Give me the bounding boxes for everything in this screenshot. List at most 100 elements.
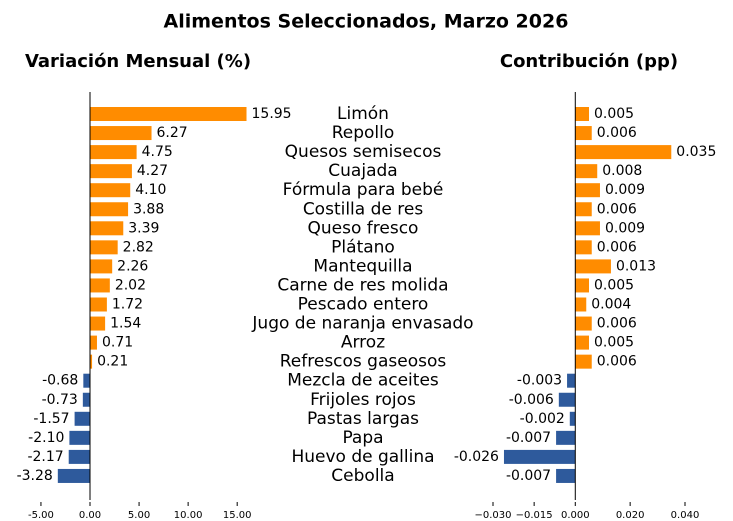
bar (90, 335, 97, 350)
bar (90, 316, 106, 331)
bar (556, 430, 576, 445)
value-label: 6.27 (157, 125, 188, 141)
value-label: 1.72 (112, 297, 143, 313)
bar (82, 392, 91, 407)
category-label: Pastas largas (307, 409, 419, 429)
category-label: Cebolla (331, 466, 394, 486)
x-tick-label: 0.000 (561, 510, 590, 521)
bar (569, 411, 576, 426)
value-label: -0.003 (517, 373, 562, 389)
bar (90, 183, 131, 198)
x-tick-label: 0.020 (616, 510, 645, 521)
bar (575, 259, 611, 274)
value-label: 0.71 (102, 335, 133, 351)
bar (575, 354, 592, 369)
value-label: 0.21 (97, 354, 128, 370)
value-label: -0.007 (506, 468, 551, 484)
value-label: 0.005 (594, 106, 634, 122)
x-tick-label: 0.040 (671, 510, 700, 521)
category-label: Repollo (332, 123, 395, 143)
x-tick-label: 0.00 (79, 510, 101, 521)
category-label: Refrescos gaseosos (280, 352, 447, 372)
bar (90, 107, 247, 121)
x-tick-label: 15.00 (223, 510, 252, 521)
value-label: 2.82 (123, 239, 154, 255)
value-label: 0.008 (602, 163, 642, 179)
value-label: -0.006 (509, 392, 554, 408)
bar (575, 183, 600, 198)
value-label: 3.88 (133, 201, 164, 217)
value-label: 0.006 (597, 354, 637, 370)
bar (69, 430, 91, 445)
value-label: 0.009 (605, 182, 645, 198)
value-label: -0.002 (520, 411, 565, 427)
category-label: Mezcla de aceites (287, 371, 439, 391)
value-label: 2.26 (117, 258, 148, 274)
bar (68, 449, 91, 464)
category-label: Quesos semisecos (285, 142, 442, 162)
bar (83, 373, 91, 388)
x-tick-label: 5.00 (128, 510, 150, 521)
panel-title: Contribución (pp) (500, 51, 678, 72)
value-label: 15.95 (252, 106, 292, 122)
value-label: 0.005 (594, 277, 634, 293)
value-label: 0.006 (597, 201, 637, 217)
bar (575, 202, 592, 217)
bar (57, 468, 91, 483)
bar (90, 221, 124, 236)
bar (575, 297, 587, 312)
value-label: 1.54 (110, 316, 141, 332)
bar (575, 240, 592, 255)
value-label: 0.006 (597, 316, 637, 332)
category-label: Queso fresco (308, 218, 419, 238)
category-label: Limón (337, 104, 389, 124)
chart-title: Alimentos Seleccionados, Marzo 2026 (164, 11, 569, 33)
value-label: -1.57 (33, 411, 69, 427)
bar (575, 164, 598, 179)
bar (90, 240, 118, 255)
bar (575, 126, 592, 141)
bar (556, 468, 576, 483)
category-label: Costilla de res (303, 199, 424, 219)
bar (90, 145, 137, 160)
category-label: Jugo de naranja envasado (251, 314, 473, 334)
value-label: -2.17 (27, 449, 63, 465)
bar (558, 392, 576, 407)
value-label: 0.013 (616, 258, 656, 274)
value-label: 2.02 (115, 277, 146, 293)
value-label: 0.035 (676, 144, 716, 160)
bar (90, 126, 152, 141)
category-label: Pescado entero (298, 295, 429, 315)
panel-title: Variación Mensual (%) (25, 51, 251, 72)
bar (90, 278, 110, 293)
category-label: Plátano (331, 237, 395, 257)
value-label: 4.10 (135, 182, 166, 198)
bar (90, 297, 107, 312)
value-label: 0.005 (594, 335, 634, 351)
category-label: Arroz (341, 333, 385, 353)
value-label: 0.006 (597, 239, 637, 255)
bar (90, 354, 93, 369)
category-label: Fórmula para bebé (283, 180, 444, 200)
value-label: -3.28 (17, 468, 53, 484)
value-label: 0.009 (605, 220, 645, 236)
bar (567, 373, 576, 388)
category-label: Mantequilla (313, 256, 412, 276)
value-label: -0.007 (506, 430, 551, 446)
value-label: 3.39 (128, 220, 159, 236)
bar (74, 411, 91, 426)
value-label: 0.004 (591, 297, 631, 313)
category-label: Cuajada (328, 161, 397, 181)
value-label: 4.27 (137, 163, 168, 179)
x-tick-label: −0.015 (516, 510, 553, 521)
x-tick-label: -5.00 (28, 510, 54, 521)
bar (90, 202, 129, 217)
x-tick-label: 10.00 (174, 510, 203, 521)
bar (575, 335, 589, 350)
value-label: -0.68 (42, 373, 78, 389)
bar (90, 164, 132, 179)
x-tick-label: −0.030 (474, 510, 511, 521)
bar (575, 221, 600, 236)
bar (90, 259, 113, 274)
